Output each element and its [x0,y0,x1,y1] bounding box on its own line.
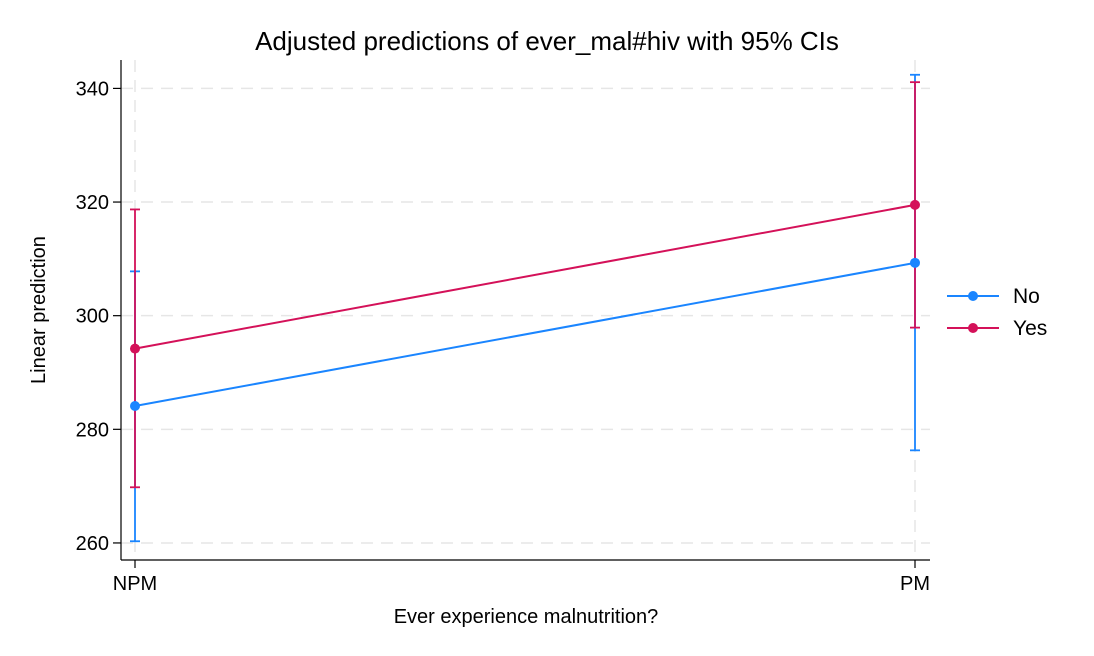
data-point [910,257,920,268]
x-axis-title: Ever experience malnutrition? [394,606,659,628]
x-ticks: NPM PM [113,560,930,595]
legend-label: Yes [1013,317,1047,340]
legend-marker [968,323,978,333]
legend-marker [968,291,978,301]
x-tick-label: PM [900,573,930,595]
series-layer [130,73,920,543]
x-tick-label: NPM [113,573,157,595]
axes [120,60,930,561]
data-point [130,343,140,354]
series-line [134,203,916,350]
legend: No Yes [947,285,1047,340]
y-tick-label: 320 [76,192,109,214]
chart-title: Adjusted predictions of ever_mal#hiv wit… [255,26,839,56]
grid-layer [121,60,930,560]
y-tick-label: 300 [76,306,109,328]
data-point [910,199,920,210]
y-axis-title: Linear prediction [28,236,50,384]
legend-item: No [947,285,1040,308]
y-tick-label: 280 [76,419,109,441]
y-tick-label: 260 [76,533,109,555]
data-point [130,401,140,412]
series-line [134,261,916,408]
y-tick-label: 340 [76,78,109,100]
legend-label: No [1013,285,1040,308]
y-ticks: 260 280 300 320 340 [76,78,121,555]
legend-item: Yes [947,317,1047,340]
